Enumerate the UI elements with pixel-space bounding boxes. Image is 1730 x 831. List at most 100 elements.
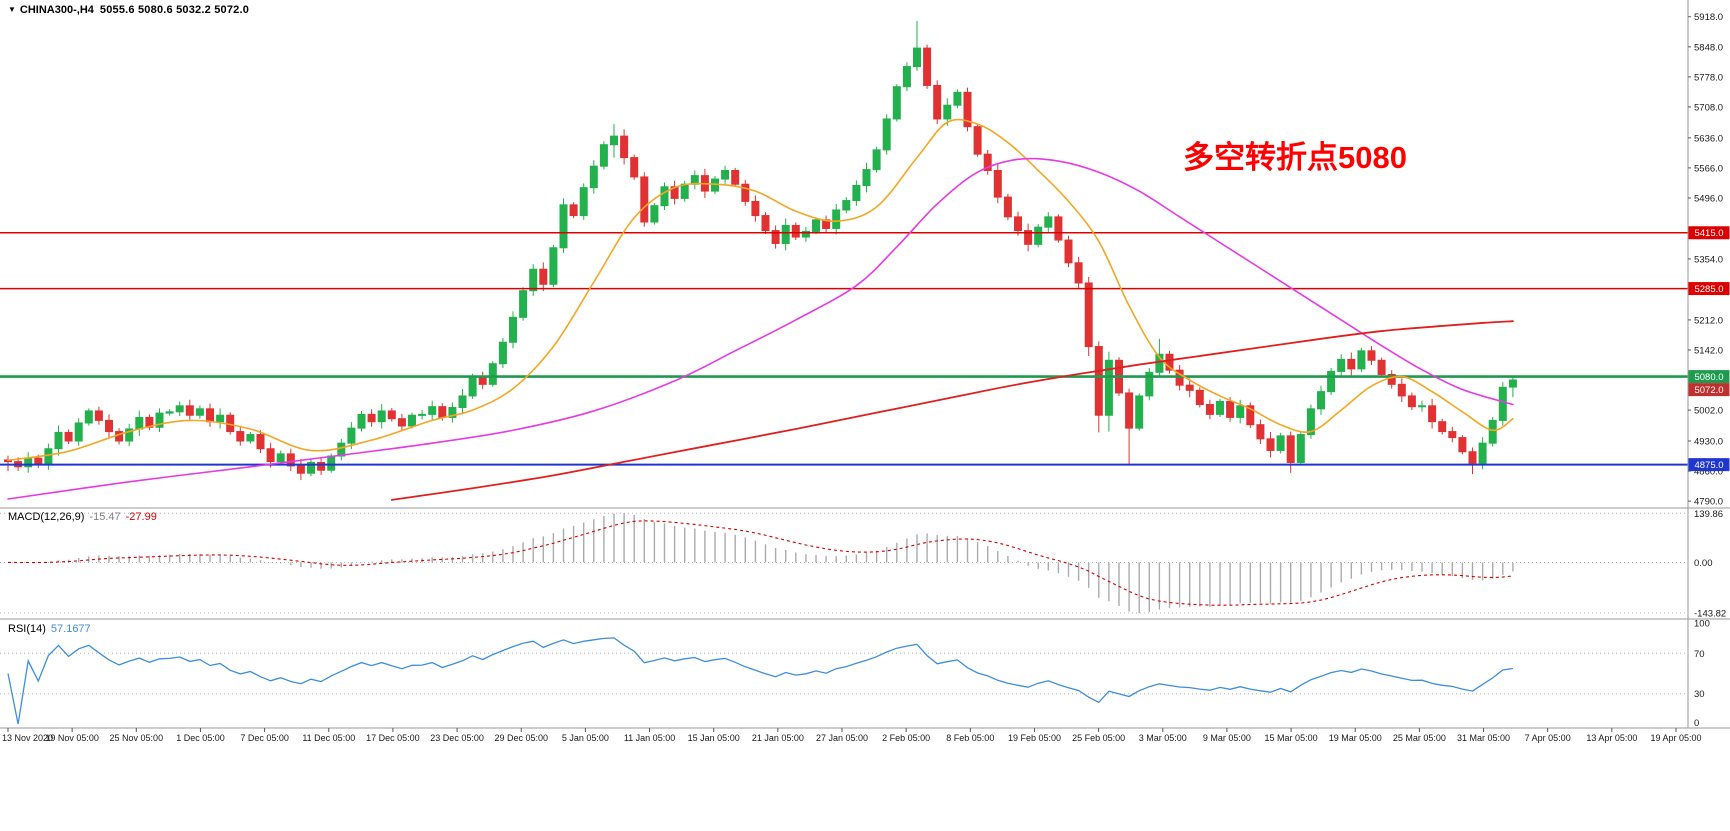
macd-signal-value: -27.99: [125, 511, 157, 523]
price-axis-label: 4860.0: [1694, 467, 1723, 478]
price-axis[interactable]: 5918.0 5848.0 5778.0 5708.0 5636.0 5566.0 5496…: [1687, 0, 1730, 729]
candle-body: [913, 47, 921, 68]
candle-body: [832, 209, 841, 229]
candle-body: [1498, 386, 1507, 421]
candle-body: [761, 215, 770, 232]
time-axis-label: 15 Mar 05:00: [1265, 733, 1318, 743]
candle-body: [1044, 216, 1053, 228]
candle-body: [1155, 353, 1164, 373]
candle-body: [54, 431, 63, 450]
candle-body: [983, 153, 992, 171]
time-axis-label: 23 Dec 05:00: [430, 733, 484, 743]
macd-name: MACD(12,26,9): [8, 511, 85, 523]
ma-mid-magenta: [7, 157, 1514, 500]
candle-body: [882, 118, 891, 151]
candlestick-series: [4, 21, 1517, 481]
current-price-tag-bg[interactable]: [1688, 383, 1730, 397]
candle-body: [367, 413, 376, 423]
candle-body: [1317, 391, 1325, 410]
price-tag-5285.0-text: 5285.0: [1694, 284, 1723, 295]
candle-body: [428, 406, 437, 415]
price-axis-label: 5918.0: [1694, 12, 1723, 23]
candle-body: [1125, 392, 1134, 429]
candle-body: [1418, 405, 1426, 408]
candle-body: [973, 126, 982, 155]
candle-body: [610, 135, 618, 146]
rsi-panel: [0, 637, 1688, 725]
candle-body: [296, 465, 305, 474]
candle-body: [852, 185, 861, 202]
rsi-axis-label: 70: [1694, 649, 1705, 660]
candle-body: [892, 86, 901, 120]
candle-body: [1104, 359, 1113, 416]
price-axis-label: 5708.0: [1694, 102, 1723, 113]
candle-body: [195, 408, 204, 416]
candle-body: [74, 422, 83, 442]
collapse-arrow-icon[interactable]: ▼: [8, 5, 16, 14]
rsi-line: [7, 637, 1513, 725]
candle-body: [1266, 438, 1275, 451]
price-tag-5080.0[interactable]: 5080.0: [1688, 370, 1730, 384]
price-tag-5415.0-bg[interactable]: [1688, 226, 1730, 240]
main-price-panel[interactable]: [0, 21, 1688, 501]
candle-body: [943, 104, 952, 120]
chart-annotation-text[interactable]: 多空转折点5080: [1183, 140, 1407, 175]
candle-body: [650, 205, 659, 223]
time-axis-label: 13 Nov 2020: [2, 733, 53, 743]
candle-body: [1488, 419, 1497, 444]
time-axis-label: 15 Jan 05:00: [688, 733, 740, 743]
price-axis-label: 5778.0: [1694, 72, 1723, 83]
candle-body: [1084, 282, 1093, 348]
price-tag-5080.0-bg[interactable]: [1688, 370, 1730, 384]
candle-body: [377, 410, 386, 423]
symbol-title-bar: ▼ CHINA300-,H4 5055.6 5080.6 5032.2 5072.0: [8, 4, 249, 16]
candle-body: [1357, 350, 1366, 370]
symbol-name: CHINA300-,H4: [19, 4, 94, 16]
candle-body: [397, 418, 406, 427]
candle-body: [256, 434, 265, 450]
price-tag-4875.0-bg[interactable]: [1688, 458, 1730, 472]
rsi-axis-label: 100: [1694, 619, 1710, 630]
candle-body: [1347, 358, 1356, 370]
current-price-tag[interactable]: 5072.0: [1688, 383, 1730, 397]
candle-body: [781, 224, 790, 244]
candle-body: [923, 47, 932, 86]
time-axis-label: 7 Apr 05:00: [1525, 733, 1571, 743]
macd-signal-line: [7, 520, 1513, 606]
candle-body: [731, 169, 740, 185]
price-tag-5285.0[interactable]: 5285.0: [1688, 282, 1730, 296]
candle-body: [1296, 434, 1305, 463]
candle-body: [438, 406, 447, 418]
time-axis-label: 9 Mar 05:00: [1203, 733, 1251, 743]
rsi-axis-label: 30: [1694, 689, 1705, 700]
candle-body: [1064, 239, 1073, 264]
candle-body: [266, 448, 275, 463]
candle-body: [751, 200, 760, 217]
price-tag-4875.0[interactable]: 4875.0: [1688, 458, 1730, 472]
candle-body: [206, 408, 214, 423]
candle-body: [408, 414, 416, 427]
candle-body: [498, 341, 507, 365]
candle-body: [135, 416, 144, 430]
price-axis-label: 5354.0: [1694, 254, 1723, 265]
candle-body: [963, 91, 972, 128]
candle-body: [680, 183, 689, 199]
macd-axis-label: 139.86: [1694, 509, 1723, 520]
candle-body: [1226, 401, 1235, 418]
price-tag-5285.0-bg[interactable]: [1688, 282, 1730, 296]
candle-body: [1135, 395, 1144, 429]
candle-body: [448, 407, 457, 418]
time-axis-label: 19 Mar 05:00: [1329, 733, 1382, 743]
price-axis-label: 5636.0: [1694, 133, 1723, 144]
candle-body: [1054, 216, 1063, 241]
candle-body: [589, 165, 598, 189]
price-axis-label: 5142.0: [1694, 345, 1723, 356]
candle-body: [317, 461, 326, 471]
candle-body: [902, 66, 911, 88]
candle-body: [1216, 401, 1224, 415]
candle-body: [1276, 435, 1285, 451]
price-tag-5415.0[interactable]: 5415.0: [1688, 226, 1730, 240]
